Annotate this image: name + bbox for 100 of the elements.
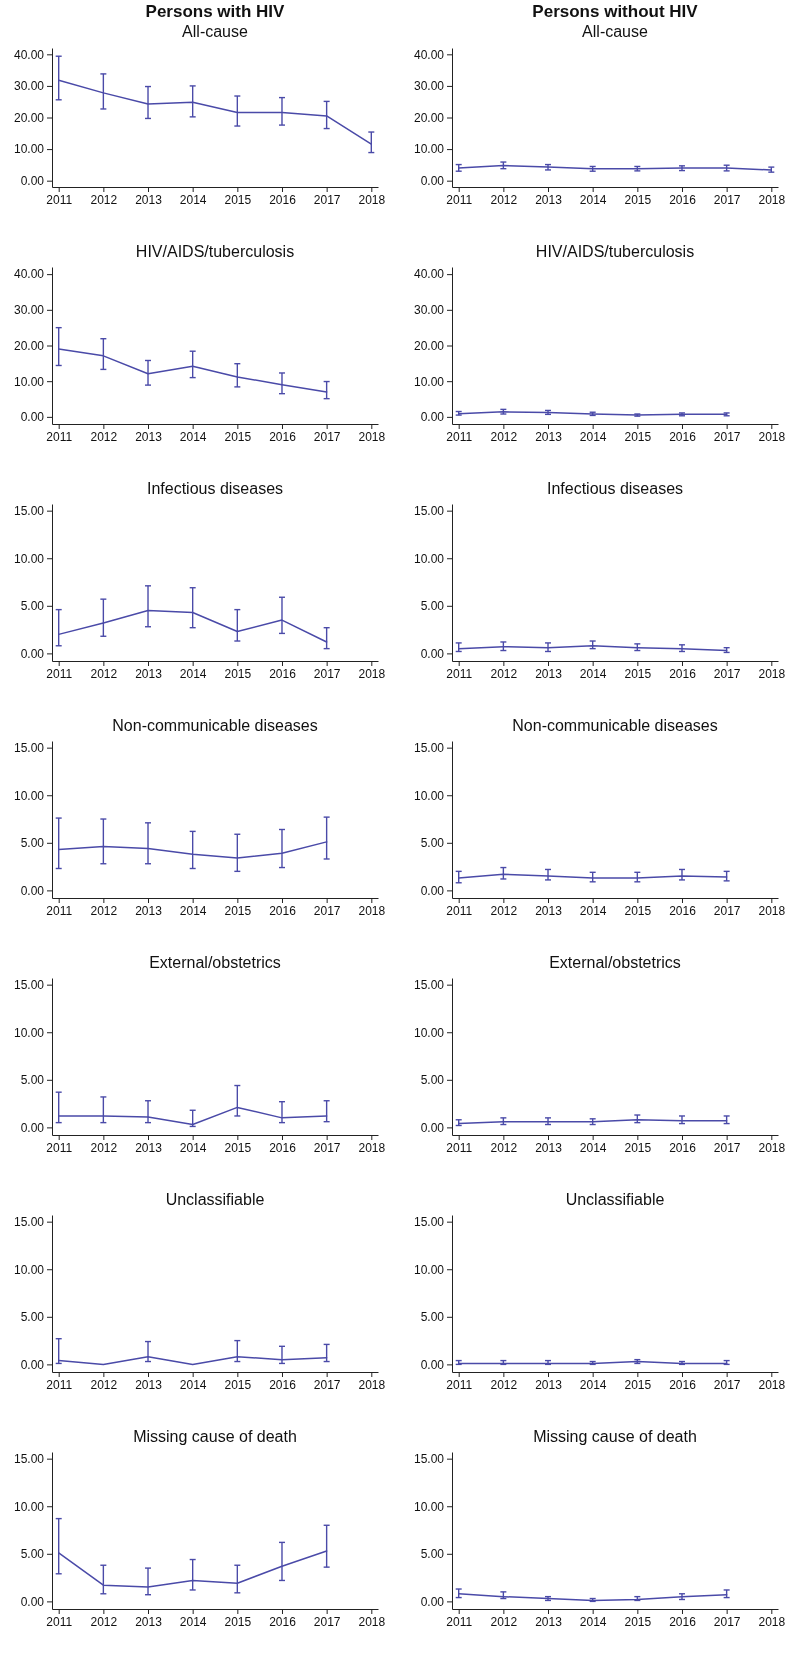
y-tick-label: 10.00 bbox=[413, 1262, 445, 1277]
chart-title: Persons without HIV bbox=[532, 2, 699, 21]
x-tick-label: 2016 bbox=[669, 903, 697, 918]
chart-title: Unclassifiable bbox=[165, 1191, 265, 1208]
x-tick-label: 2012 bbox=[90, 666, 118, 681]
y-tick-label: 10.00 bbox=[413, 1025, 445, 1040]
y-tick-label: 5.00 bbox=[420, 1310, 445, 1325]
y-tick-label: 0.00 bbox=[420, 883, 445, 898]
x-tick-label: 2015 bbox=[624, 903, 652, 918]
x-tick-label: 2017 bbox=[713, 1614, 741, 1629]
x-tick-label: 2011 bbox=[446, 1377, 473, 1392]
y-tick-label: 10.00 bbox=[413, 551, 445, 566]
x-tick-label: 2017 bbox=[313, 1614, 341, 1629]
x-tick-label: 2012 bbox=[90, 192, 118, 207]
x-tick-label: 2016 bbox=[669, 1614, 697, 1629]
x-tick-label: 2011 bbox=[446, 903, 473, 918]
x-tick-label: 2013 bbox=[535, 1140, 563, 1155]
x-tick-label: 2012 bbox=[90, 903, 118, 918]
x-tick-label: 2013 bbox=[135, 192, 163, 207]
x-tick-label: 2017 bbox=[713, 903, 741, 918]
x-tick-label: 2013 bbox=[535, 666, 563, 681]
x-tick-label: 2015 bbox=[624, 429, 652, 444]
x-tick-label: 2015 bbox=[224, 1614, 252, 1629]
x-tick-label: 2018 bbox=[358, 1614, 386, 1629]
x-tick-label: 2012 bbox=[490, 903, 518, 918]
x-tick-label: 2014 bbox=[179, 1614, 207, 1629]
x-tick-label: 2016 bbox=[269, 903, 297, 918]
y-tick-label: 0.00 bbox=[420, 174, 445, 189]
chart-title: Unclassifiable bbox=[565, 1191, 665, 1208]
x-tick-label: 2015 bbox=[224, 192, 252, 207]
chart-title: Missing cause of death bbox=[533, 1428, 697, 1445]
chart-subtitle: All-cause bbox=[182, 23, 248, 40]
y-tick-label: 5.00 bbox=[20, 836, 45, 851]
x-tick-label: 2013 bbox=[535, 429, 563, 444]
x-tick-label: 2016 bbox=[269, 192, 297, 207]
x-tick-label: 2017 bbox=[713, 1377, 741, 1392]
x-tick-label: 2015 bbox=[624, 1140, 652, 1155]
y-tick-label: 30.00 bbox=[13, 303, 45, 318]
x-tick-label: 2017 bbox=[713, 192, 741, 207]
x-tick-label: 2013 bbox=[535, 1614, 563, 1629]
y-tick-label: 5.00 bbox=[420, 1547, 445, 1562]
y-tick-label: 40.00 bbox=[13, 267, 45, 282]
y-tick-label: 0.00 bbox=[420, 646, 445, 661]
chart-title: HIV/AIDS/tuberculosis bbox=[535, 243, 695, 260]
x-tick-label: 2016 bbox=[269, 1377, 297, 1392]
x-tick-label: 2013 bbox=[535, 1377, 563, 1392]
x-tick-label: 2016 bbox=[669, 1377, 697, 1392]
y-tick-label: 30.00 bbox=[13, 79, 45, 94]
x-tick-label: 2018 bbox=[758, 1377, 786, 1392]
y-tick-label: 15.00 bbox=[13, 741, 45, 755]
x-tick-label: 2016 bbox=[669, 666, 697, 681]
x-tick-label: 2012 bbox=[90, 1377, 118, 1392]
chart-title: Non-communicable diseases bbox=[512, 717, 718, 734]
y-tick-label: 40.00 bbox=[413, 267, 445, 282]
y-tick-label: 5.00 bbox=[20, 599, 45, 614]
x-tick-label: 2018 bbox=[758, 1614, 786, 1629]
x-tick-label: 2013 bbox=[535, 192, 563, 207]
x-tick-label: 2014 bbox=[179, 1140, 207, 1155]
y-tick-label: 30.00 bbox=[413, 79, 445, 94]
y-tick-label: 15.00 bbox=[13, 504, 45, 518]
x-tick-label: 2013 bbox=[135, 1377, 163, 1392]
chart-title: Infectious diseases bbox=[546, 480, 684, 497]
y-tick-label: 15.00 bbox=[13, 978, 45, 992]
x-tick-label: 2012 bbox=[490, 429, 518, 444]
y-tick-label: 15.00 bbox=[13, 1215, 45, 1229]
x-tick-label: 2016 bbox=[669, 429, 697, 444]
x-tick-label: 2016 bbox=[269, 429, 297, 444]
x-tick-label: 2014 bbox=[179, 903, 207, 918]
y-tick-label: 0.00 bbox=[20, 410, 45, 425]
chart-title: HIV/AIDS/tuberculosis bbox=[135, 243, 295, 260]
x-tick-label: 2015 bbox=[224, 429, 252, 444]
y-tick-label: 10.00 bbox=[13, 374, 45, 389]
x-tick-label: 2017 bbox=[313, 192, 341, 207]
x-tick-label: 2015 bbox=[624, 1614, 652, 1629]
x-tick-label: 2016 bbox=[269, 1614, 297, 1629]
x-tick-label: 2012 bbox=[490, 1377, 518, 1392]
x-tick-label: 2017 bbox=[713, 666, 741, 681]
x-tick-label: 2011 bbox=[446, 429, 473, 444]
x-tick-label: 2014 bbox=[579, 1614, 607, 1629]
x-tick-label: 2011 bbox=[446, 1614, 473, 1629]
x-tick-label: 2012 bbox=[490, 1140, 518, 1155]
x-tick-label: 2015 bbox=[224, 1377, 252, 1392]
y-tick-label: 30.00 bbox=[413, 303, 445, 318]
x-tick-label: 2014 bbox=[579, 666, 607, 681]
x-tick-label: 2016 bbox=[669, 1140, 697, 1155]
y-tick-label: 20.00 bbox=[413, 338, 445, 353]
y-tick-label: 40.00 bbox=[413, 47, 445, 62]
chart-title: External/obstetrics bbox=[549, 954, 681, 971]
x-tick-label: 2012 bbox=[490, 1614, 518, 1629]
y-tick-label: 10.00 bbox=[13, 551, 45, 566]
x-tick-label: 2013 bbox=[535, 903, 563, 918]
y-tick-label: 5.00 bbox=[20, 1073, 45, 1088]
y-tick-label: 0.00 bbox=[20, 1594, 45, 1609]
y-tick-label: 10.00 bbox=[413, 142, 445, 157]
x-tick-label: 2011 bbox=[46, 1377, 73, 1392]
y-tick-label: 0.00 bbox=[20, 646, 45, 661]
y-tick-label: 15.00 bbox=[13, 1452, 45, 1466]
x-tick-label: 2015 bbox=[224, 666, 252, 681]
chart-title: Infectious diseases bbox=[146, 480, 284, 497]
y-tick-label: 0.00 bbox=[20, 1120, 45, 1135]
